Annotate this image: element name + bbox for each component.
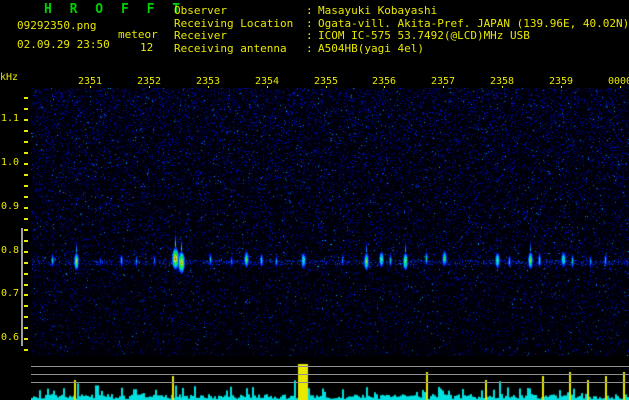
app-title: H R O F F T <box>44 2 186 17</box>
metadata-value: A504HB(yagi 4el) <box>318 41 424 55</box>
metadata-value: Ogata-vill. Akita-Pref. JAPAN (139.96E, … <box>318 16 629 30</box>
x-axis-label: 2358 <box>489 76 515 87</box>
y-axis-tick <box>24 108 28 110</box>
metadata-row: Receiving Location: Ogata-vill. Akita-Pre… <box>174 16 629 31</box>
x-axis-label: 0000 <box>607 76 629 87</box>
x-axis-label: 2351 <box>77 76 103 87</box>
metadata-row: Observer: Masayuki Kobayashi <box>174 4 629 18</box>
x-axis-tick <box>502 86 503 88</box>
y-axis-tick <box>24 218 28 220</box>
y-axis-tick <box>24 316 28 318</box>
signal-level-bar <box>21 228 23 346</box>
metadata-key: Observer <box>174 4 227 17</box>
metadata-key: Receiving antenna <box>174 41 287 55</box>
strip-chart-panel <box>31 358 629 400</box>
x-axis-tick <box>384 86 385 88</box>
station-metadata: Observer: Masayuki Kobayashi Receiving Loc… <box>174 4 629 56</box>
x-axis-tick <box>149 86 150 88</box>
x-axis-tick <box>620 86 621 88</box>
y-axis-tick <box>24 338 28 340</box>
y-axis-tick <box>24 251 28 253</box>
y-axis-tick <box>24 119 28 121</box>
y-axis-tick <box>24 97 28 99</box>
y-axis-tick <box>24 141 28 143</box>
y-axis-tick <box>24 240 28 242</box>
y-axis-tick <box>24 349 28 351</box>
y-axis-tick <box>24 152 28 154</box>
y-axis-label: 0.8 <box>1 245 20 256</box>
y-axis-tick <box>24 207 28 209</box>
datetime-label: 02.09.29 23:50 <box>17 38 110 51</box>
x-axis-label: 2357 <box>430 76 456 87</box>
y-axis-tick <box>24 294 28 296</box>
metadata-separator: : <box>306 4 313 17</box>
x-axis-label: 2352 <box>136 76 162 87</box>
x-axis-tick <box>561 86 562 88</box>
y-axis-label: 0.7 <box>1 288 20 299</box>
y-axis-tick <box>24 273 28 275</box>
y-axis-label: 1.0 <box>1 157 20 168</box>
event-count-label: 12 <box>140 41 154 54</box>
x-axis-tick <box>208 86 209 88</box>
spectrogram-panel <box>31 88 629 356</box>
metadata-key: Receiving Location <box>174 16 294 30</box>
x-axis-tick <box>90 86 91 88</box>
y-axis-tick <box>24 130 28 132</box>
metadata-row: Receiver: ICOM IC-575 53.7492(@LCD)MHz US… <box>174 29 629 43</box>
y-axis-label: 0.9 <box>1 201 20 212</box>
metadata-value: ICOM IC-575 53.7492(@LCD)MHz USB <box>318 29 530 43</box>
spectrogram-canvas <box>31 88 629 356</box>
metadata-separator: : <box>306 41 313 55</box>
y-axis-tick <box>24 185 28 187</box>
x-axis-label: 2359 <box>548 76 574 87</box>
gridline <box>31 366 629 367</box>
y-axis-tick <box>24 174 28 176</box>
gridline <box>31 382 629 383</box>
y-axis-tick <box>24 327 28 329</box>
y-axis-tick <box>24 262 28 264</box>
metadata-key: Receiver <box>174 29 227 43</box>
metadata-row: Receiving antenna: A504HB(yagi 4el) <box>174 41 629 56</box>
y-axis-tick <box>24 196 28 198</box>
strip-chart-canvas <box>31 358 629 400</box>
x-axis-label: 2355 <box>313 76 339 87</box>
y-axis-tick <box>24 284 28 286</box>
y-axis-tick <box>24 229 28 231</box>
x-axis-tick <box>443 86 444 88</box>
y-axis-label: 1.1 <box>1 113 20 124</box>
y-axis-tick <box>24 163 28 165</box>
x-axis-tick <box>267 86 268 88</box>
event-kind-label: meteor <box>118 28 158 41</box>
x-axis-label: 2356 <box>371 76 397 87</box>
metadata-separator: : <box>306 29 313 43</box>
y-axis-tick <box>24 305 28 307</box>
y-axis-unit-label: kHz <box>0 72 19 83</box>
x-axis-label: 2354 <box>254 76 280 87</box>
metadata-separator: : <box>306 16 313 30</box>
x-axis-label: 2353 <box>195 76 221 87</box>
gridline <box>31 374 629 375</box>
filename-label: 09292350.png <box>17 19 97 32</box>
x-axis-tick <box>326 86 327 88</box>
metadata-value: Masayuki Kobayashi <box>318 4 438 17</box>
y-axis-label: 0.6 <box>1 332 20 343</box>
